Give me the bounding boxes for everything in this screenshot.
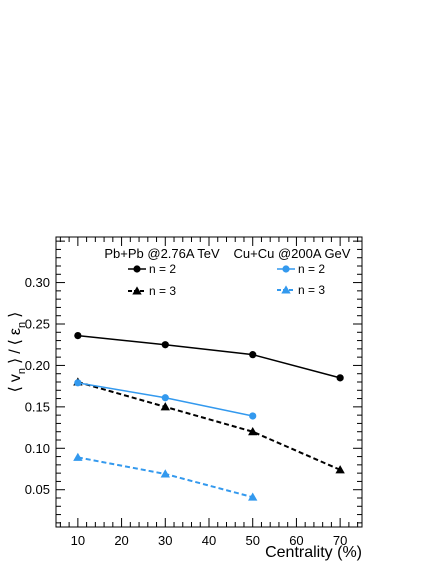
legend-label: n = 2 (298, 262, 325, 276)
data-point (248, 427, 258, 436)
legend-group-title: Cu+Cu @200A GeV (234, 246, 351, 261)
data-point (161, 394, 169, 402)
legend-label: n = 2 (149, 262, 176, 276)
series-layer (73, 332, 345, 501)
series-0 (74, 332, 344, 382)
data-point (335, 465, 345, 474)
series-line (77, 334, 341, 379)
y-axis-ticks: 0.05 0.10 0.15 0.20 0.25 0.30 (25, 240, 362, 524)
series-line (77, 381, 341, 471)
y-tick-label: 0.25 (25, 317, 50, 332)
legend-group-title: Pb+Pb @2.76A TeV (104, 246, 220, 261)
data-point (249, 351, 257, 359)
data-point (73, 452, 83, 461)
y-axis-title: ⟨vn⟩/⟨εn⟩ (7, 312, 28, 393)
data-point (161, 341, 169, 349)
data-point (74, 332, 82, 340)
legend-marker (281, 285, 291, 294)
y-tick-label: 0.15 (25, 399, 50, 414)
x-tick-label: 50 (245, 533, 259, 548)
data-point (160, 402, 170, 411)
legend-marker (282, 265, 290, 273)
data-point (160, 469, 170, 478)
x-tick-label: 70 (333, 533, 347, 548)
legend-marker (133, 265, 141, 273)
legend-marker (132, 286, 142, 295)
y-tick-label: 0.20 (25, 358, 50, 373)
x-axis-title: Centrality (%) (265, 544, 362, 561)
x-tick-label: 20 (114, 533, 128, 548)
svg-text:⟨vn⟩/⟨εn⟩: ⟨vn⟩/⟨εn⟩ (7, 312, 28, 393)
data-point (248, 492, 258, 501)
plot-frame (55, 236, 363, 528)
legend-label: n = 3 (149, 284, 176, 298)
y-tick-label: 0.30 (25, 275, 50, 290)
x-tick-label: 30 (158, 533, 172, 548)
y-tick-label: 0.05 (25, 482, 50, 497)
series-3 (73, 452, 258, 501)
x-tick-label: 40 (202, 533, 216, 548)
legend-label: n = 3 (298, 283, 325, 297)
data-point (336, 374, 344, 382)
legend-entry: n = 2 (128, 262, 176, 276)
series-2 (74, 379, 257, 420)
data-point (74, 379, 82, 387)
series-1 (73, 377, 345, 474)
x-tick-label: 60 (289, 533, 303, 548)
x-tick-label: 10 (71, 533, 85, 548)
legend-entry: n = 2 (277, 262, 325, 276)
legend-entry: n = 3 (128, 284, 176, 298)
x-axis-ticks: 10 20 30 40 50 60 70 (59, 237, 359, 548)
legend-entry: n = 3 (277, 283, 325, 297)
y-tick-label: 0.10 (25, 441, 50, 456)
data-point (249, 412, 257, 420)
